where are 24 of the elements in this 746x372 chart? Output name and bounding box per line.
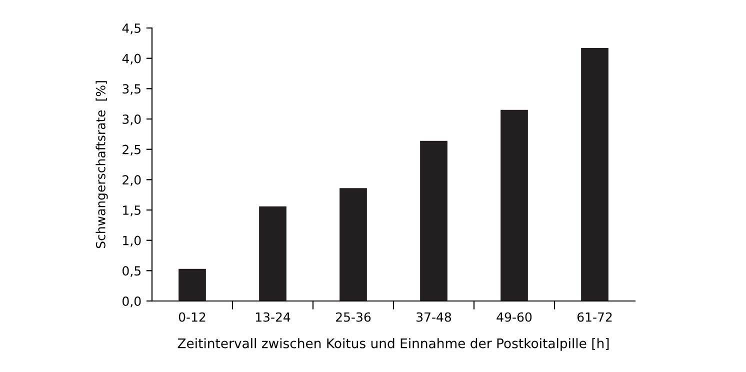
y-tick-label: 0,0: [122, 296, 141, 308]
y-tick-label: 3,5: [122, 84, 140, 95]
y-tick-label: 0,5: [122, 266, 140, 277]
bar: [259, 206, 286, 301]
x-tick-label: 37-48: [416, 312, 452, 322]
x-tick-label: 25-36: [336, 312, 371, 322]
bar: [420, 140, 448, 301]
x-tick-label: 13-24: [256, 312, 290, 322]
bar: [178, 268, 206, 301]
y-tick-label: 1,0: [123, 236, 141, 247]
y-tick-label: 2,5: [122, 144, 140, 156]
y-tick-label: 2,0: [122, 175, 141, 186]
bar: [581, 48, 608, 301]
y-axis-title: Schwangerschaftsrate [%]: [96, 81, 108, 248]
bar: [340, 188, 367, 301]
x-tick-label: 0-12: [178, 312, 206, 322]
y-tick-label: 3,0: [122, 114, 141, 126]
y-tick-label: 1,5: [123, 206, 140, 216]
y-tick-label: 4,0: [122, 54, 141, 65]
x-axis-title: Zeitintervall zwischen Koitus und Einnahme der Postkoitalpille [h]: [178, 338, 609, 351]
x-tick-label: 61-72: [577, 312, 612, 322]
x-tick-label: 49-60: [496, 312, 532, 322]
y-tick-label: 4,5: [122, 24, 140, 34]
bar: [500, 110, 528, 301]
